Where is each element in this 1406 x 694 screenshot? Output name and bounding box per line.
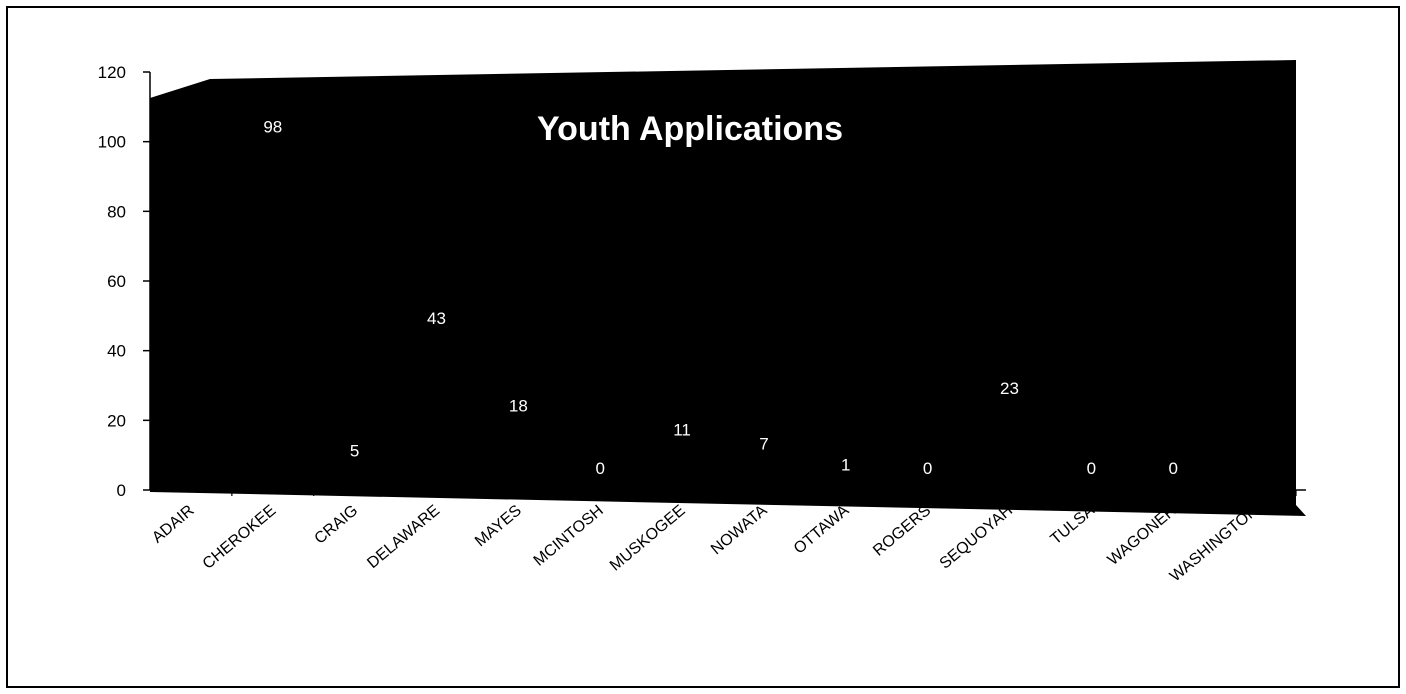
bars: [166, 92, 1035, 491]
data-label: 5: [350, 442, 359, 461]
x-category-label: MUSKOGEE: [607, 502, 689, 574]
x-category-label: CHEROKEE: [200, 502, 280, 573]
data-label: 23: [1000, 379, 1019, 398]
x-category-label: NOWATA: [708, 502, 771, 558]
y-tick-label: 100: [98, 133, 126, 152]
y-tick-label: 40: [107, 342, 126, 361]
data-label: 7: [759, 435, 768, 454]
chart-title: Youth Applications: [537, 110, 843, 148]
bar: [739, 465, 789, 490]
bar: [657, 451, 707, 490]
x-category-label: MCINTOSH: [531, 502, 607, 570]
data-label: 98: [263, 118, 282, 137]
x-category-label: ADAIR: [149, 502, 197, 546]
bar: [493, 427, 543, 490]
x-category-label: DELAWARE: [364, 502, 443, 572]
x-category-label: MAYES: [472, 502, 525, 550]
data-label: 43: [427, 309, 446, 328]
data-label: 1: [841, 456, 850, 475]
y-tick-label: 20: [107, 411, 126, 430]
y-tick-label: 120: [98, 63, 126, 82]
data-label: 11: [673, 421, 691, 440]
data-label: 0: [1168, 459, 1177, 478]
y-tick-label: 80: [107, 202, 126, 221]
x-category-label: WASHINGTON: [1167, 502, 1262, 585]
bar: [248, 148, 298, 490]
bar: [411, 340, 462, 490]
bar: [821, 486, 871, 490]
data-label: 0: [1087, 459, 1096, 478]
x-category-label: ROGERS: [870, 502, 934, 560]
bar: [330, 472, 380, 490]
bar: [166, 92, 216, 491]
bar: [984, 409, 1035, 490]
x-category-label: SEQUOYAH: [937, 502, 1016, 573]
x-category-label: CRAIG: [311, 502, 361, 548]
data-label: 0: [923, 459, 932, 478]
data-label: 0: [595, 459, 604, 478]
y-tick-label: 0: [117, 481, 126, 500]
value-labels: 114 98 5 43 18 0 11 7 1 0 23 0 0: [177, 62, 1178, 478]
y-tick-label: 60: [107, 272, 126, 291]
data-label: 18: [509, 396, 528, 415]
data-label: 114: [177, 62, 204, 81]
x-category-label: OTTAWA: [791, 502, 853, 558]
y-axis: 0 20 40 60 80 100 120: [98, 63, 151, 500]
